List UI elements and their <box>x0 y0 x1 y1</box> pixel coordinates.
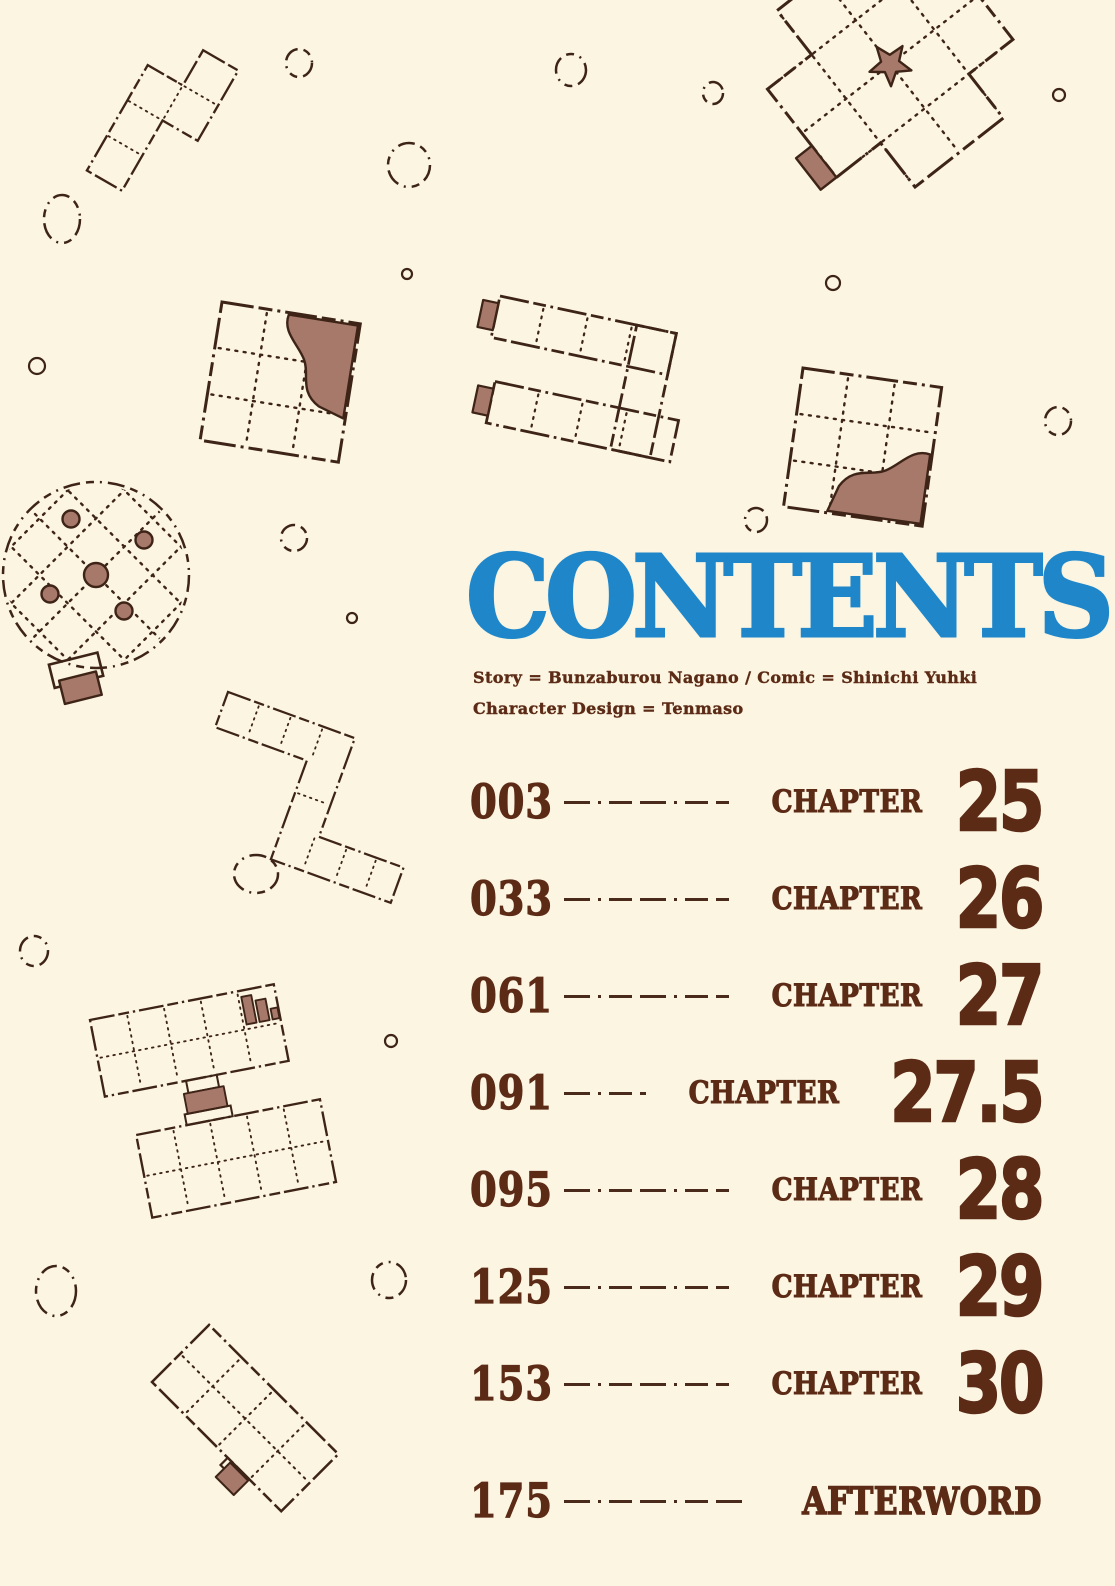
toc-chapter-number: 28 <box>954 1142 1045 1238</box>
toc-chapter-number: 30 <box>954 1336 1045 1432</box>
toc-leader-line <box>564 1189 729 1192</box>
floorplan-u-corridor <box>471 294 681 464</box>
floorplan-square-b <box>781 366 944 528</box>
toc-leader-line <box>564 1500 745 1503</box>
credit-line-1: Story = Bunzaburou Nagano / Comic = Shin… <box>473 668 978 687</box>
floorplan-star-hall <box>765 0 1016 191</box>
floorplan-double-hall <box>88 982 338 1220</box>
toc-entry: 175 AFTERWORD <box>470 1453 1043 1550</box>
toc-entry: 003 CHAPTER 25 <box>470 754 1046 851</box>
toc-leader-line <box>564 1092 647 1095</box>
toc-chapter-label: CHAPTER <box>771 978 922 1014</box>
toc-chapter-label: CHAPTER <box>771 1366 922 1402</box>
toc-chapter-number: 26 <box>954 851 1045 947</box>
star-icon <box>868 44 913 88</box>
toc-leader-line <box>564 801 729 804</box>
credit-line-2: Character Design = Tenmaso <box>473 699 744 718</box>
floorplan-rect-hall <box>150 1323 341 1514</box>
toc-page-number: 003 <box>470 775 553 830</box>
toc-entry: 033 CHAPTER 26 <box>470 851 1046 948</box>
toc-page-number: 061 <box>470 969 553 1024</box>
toc-leader-line <box>564 898 729 901</box>
toc-page-number: 153 <box>470 1357 553 1412</box>
floorplan-square-a <box>198 300 362 464</box>
toc-chapter-number: 29 <box>954 1239 1045 1335</box>
floorplan-circle-hall <box>0 447 224 706</box>
floorplan-z-corridor <box>213 690 405 905</box>
toc-chapter-label: CHAPTER <box>688 1075 840 1111</box>
toc-entry: 091 CHAPTER 27.5 <box>470 1045 1046 1142</box>
toc-chapter-number: 27 <box>954 948 1045 1044</box>
scatter-circles <box>18 47 1073 1318</box>
toc-chapter-number: 25 <box>954 754 1045 850</box>
toc-entry: 095 CHAPTER 28 <box>470 1142 1046 1239</box>
toc-chapter-number: 27.5 <box>889 1045 1046 1141</box>
floorplan-zigzag <box>85 48 240 193</box>
toc-chapter-label: CHAPTER <box>771 881 922 917</box>
toc-entry: 061 CHAPTER 27 <box>470 948 1046 1045</box>
toc-page-number: 091 <box>470 1066 553 1121</box>
toc-entry: 125 CHAPTER 29 <box>470 1239 1046 1336</box>
table-of-contents: 003 CHAPTER 25 033 CHAPTER 26 061 CHAPTE… <box>470 754 1046 1550</box>
toc-page-number: 095 <box>470 1163 553 1218</box>
toc-leader-line <box>564 995 729 998</box>
toc-page-number: 125 <box>470 1260 553 1315</box>
toc-page-number: 033 <box>470 872 553 927</box>
toc-chapter-label: CHAPTER <box>771 1172 922 1208</box>
toc-chapter-label: CHAPTER <box>771 784 922 820</box>
page-title: CONTENTS <box>465 532 1115 663</box>
toc-leader-line <box>564 1286 729 1289</box>
toc-entry: 153 CHAPTER 30 <box>470 1336 1046 1433</box>
toc-page-number: 175 <box>470 1474 553 1529</box>
toc-chapter-label: AFTERWORD <box>802 1479 1042 1523</box>
toc-chapter-label: CHAPTER <box>771 1269 922 1305</box>
toc-leader-line <box>564 1383 729 1386</box>
